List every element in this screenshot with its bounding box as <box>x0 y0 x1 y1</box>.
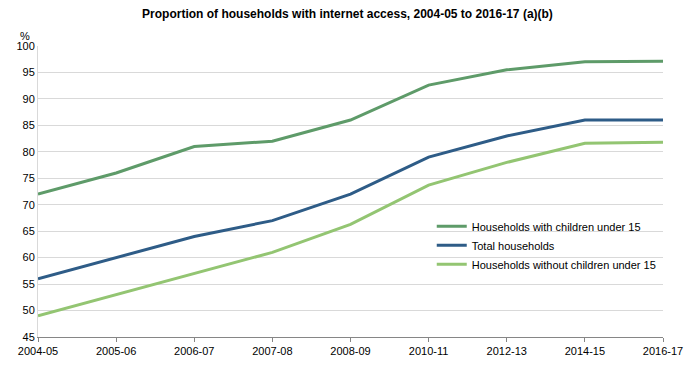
svg-text:2004-05: 2004-05 <box>18 345 58 357</box>
svg-text:2006-07: 2006-07 <box>174 345 214 357</box>
svg-text:Proportion of households with: Proportion of households with internet a… <box>142 7 553 21</box>
svg-text:2010-11: 2010-11 <box>409 345 449 357</box>
svg-text:Households without children un: Households without children under 15 <box>472 259 656 271</box>
svg-text:Total households: Total households <box>472 240 555 252</box>
svg-text:90: 90 <box>23 93 35 105</box>
svg-text:2012-13: 2012-13 <box>487 345 527 357</box>
svg-text:2008-09: 2008-09 <box>330 345 370 357</box>
svg-text:45: 45 <box>23 331 35 343</box>
svg-text:55: 55 <box>23 278 35 290</box>
svg-text:50: 50 <box>23 304 35 316</box>
svg-text:85: 85 <box>23 119 35 131</box>
svg-text:100: 100 <box>16 40 34 52</box>
svg-text:%: % <box>20 30 30 42</box>
svg-text:95: 95 <box>23 66 35 78</box>
svg-text:80: 80 <box>23 146 35 158</box>
svg-text:Households with children under: Households with children under 15 <box>472 221 641 233</box>
svg-text:65: 65 <box>23 225 35 237</box>
svg-text:60: 60 <box>23 251 35 263</box>
svg-text:2007-08: 2007-08 <box>252 345 292 357</box>
svg-text:2014-15: 2014-15 <box>565 345 605 357</box>
svg-text:2016-17: 2016-17 <box>643 345 683 357</box>
svg-text:70: 70 <box>23 199 35 211</box>
svg-text:2005-06: 2005-06 <box>96 345 136 357</box>
svg-text:75: 75 <box>23 172 35 184</box>
